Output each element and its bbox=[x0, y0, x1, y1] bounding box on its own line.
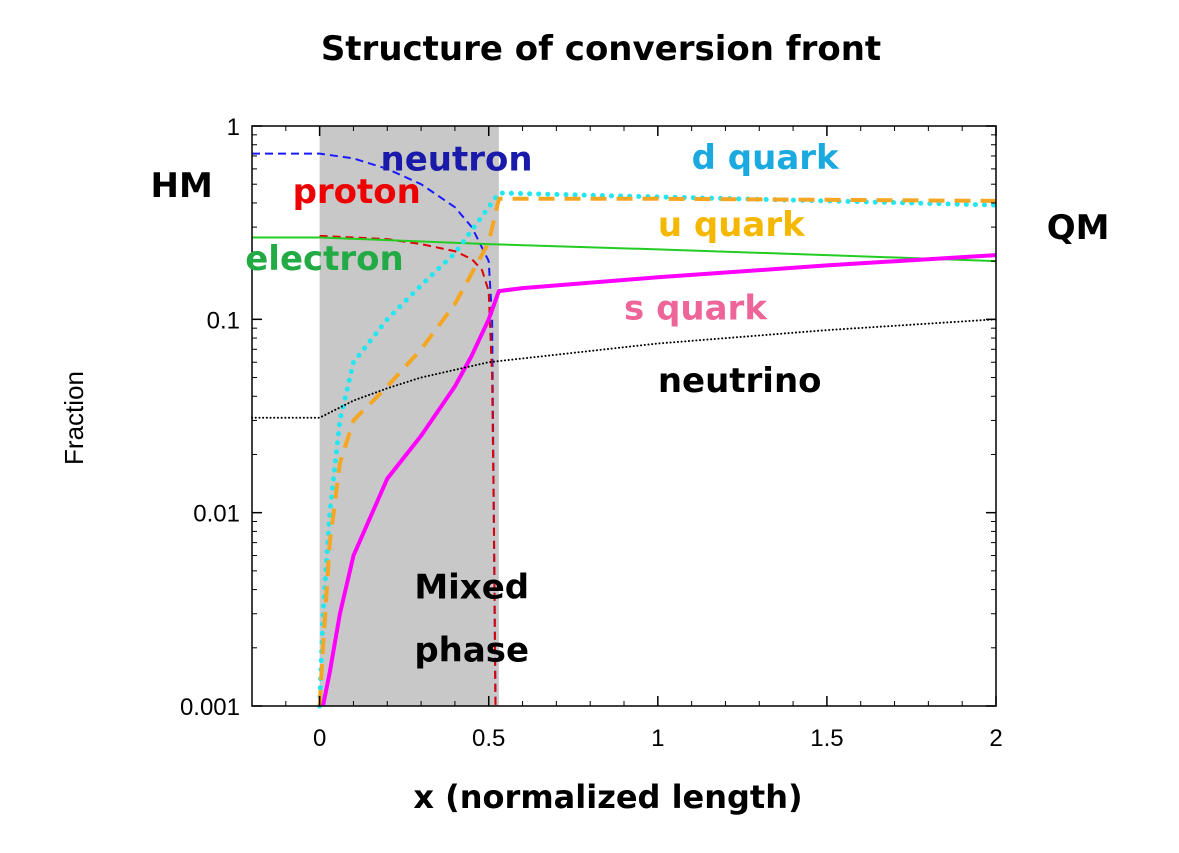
series-neutron-line bbox=[252, 152, 497, 707]
annotation-qm: QM bbox=[1047, 208, 1110, 248]
x-tick-label: 0 bbox=[313, 725, 326, 752]
x-tick-label: 1.5 bbox=[810, 725, 843, 752]
annotation-d-quark: d quark bbox=[692, 138, 840, 178]
annotation-s-quark: s quark bbox=[624, 288, 768, 328]
y-axis-label: Fraction bbox=[59, 371, 89, 465]
y-tick-label: 0.001 bbox=[180, 694, 240, 721]
x-axis-label: x (normalized length) bbox=[413, 778, 802, 816]
x-tick-label: 0.5 bbox=[472, 725, 505, 752]
chart-title: Structure of conversion front bbox=[321, 29, 881, 69]
series-u-quark-line bbox=[317, 196, 997, 707]
x-tick-label: 1 bbox=[651, 725, 664, 752]
annotation-electron: electron bbox=[245, 239, 404, 279]
y-tick-label: 1 bbox=[227, 114, 240, 141]
series-proton-line bbox=[319, 234, 497, 707]
series-electron-line bbox=[252, 236, 997, 263]
mixed-phase-region bbox=[319, 126, 499, 706]
annotation-neutron: neutron bbox=[381, 139, 533, 179]
annotation-phase: phase bbox=[414, 630, 529, 670]
annotation-u-quark: u quark bbox=[658, 205, 806, 245]
annotation-mixed: Mixed bbox=[414, 567, 529, 607]
series-layer bbox=[251, 152, 999, 709]
annotation-layer: neutron d quark HM proton u quark QM electron s… bbox=[151, 138, 1110, 671]
tick-layer: 0 0.5 1 1.5 2 0.001 0.01 0.1 1 bbox=[180, 114, 1003, 752]
series-s-quark-line bbox=[321, 253, 997, 707]
annotation-proton: proton bbox=[293, 172, 421, 212]
y-tick-label: 0.01 bbox=[193, 501, 240, 528]
annotation-neutrino: neutrino bbox=[658, 361, 822, 401]
y-tick-label: 0.1 bbox=[207, 307, 240, 334]
annotation-hm: HM bbox=[151, 166, 213, 206]
x-tick-label: 2 bbox=[989, 725, 1002, 752]
series-neutrino-line bbox=[251, 318, 997, 419]
